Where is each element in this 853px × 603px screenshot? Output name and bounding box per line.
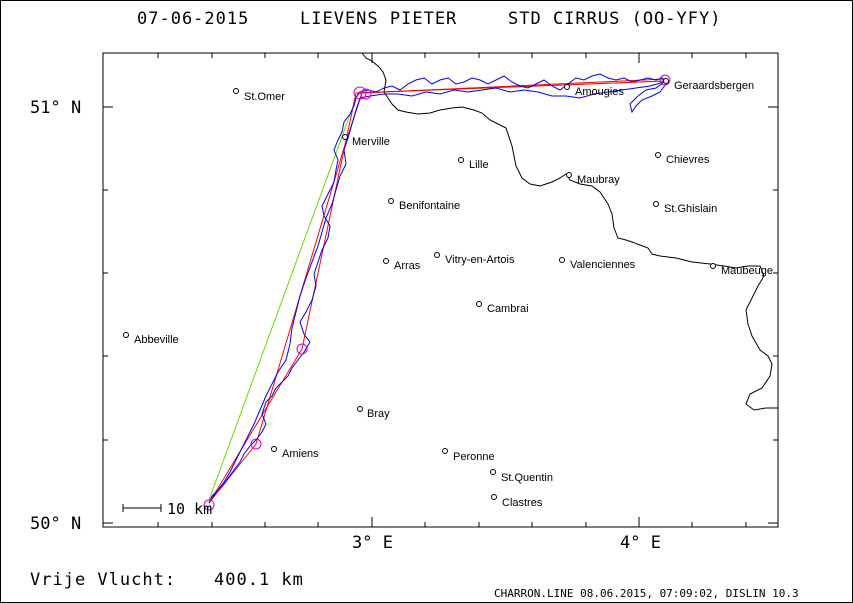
axis-ticks: [103, 53, 778, 527]
place-label: Amougies: [575, 86, 624, 98]
place-label: Abbeville: [134, 334, 179, 346]
flight-date: 07-06-2015: [137, 9, 250, 29]
lon-label-3: 3° E: [352, 533, 393, 553]
place-label: Chievres: [666, 154, 710, 166]
place-label: Arras: [394, 260, 421, 272]
distance-label: Vrije Vlucht:: [30, 570, 177, 590]
place-label: Geraardsbergen: [674, 80, 754, 92]
credit-line: CHARRON.LINE 08.06.2015, 07:09:02, DISLI…: [494, 587, 799, 600]
place-label: St.Quentin: [501, 472, 553, 484]
turnpoint-1: [250, 438, 262, 450]
distance-value: 400.1 km: [214, 570, 304, 590]
place-label: Bray: [367, 408, 390, 420]
place-label: St.Omer: [244, 91, 285, 103]
scale-bar: [122, 504, 162, 512]
task-line-red-2: [208, 78, 666, 504]
turnpoints: [203, 74, 671, 511]
lat-label-50: 50° N: [30, 514, 81, 534]
pilot-name: LIEVENS PIETER: [300, 9, 458, 29]
place-label: Peronne: [453, 451, 495, 463]
task-line-red-1: [208, 80, 666, 504]
place-label: Valenciennes: [570, 259, 636, 271]
place-label: Vitry-en-Artois: [445, 254, 515, 266]
place-label: Benifontaine: [399, 200, 460, 212]
place-markers: St.Omer Merville Lille Amougies Geraards…: [123, 78, 773, 509]
place-label: Merville: [352, 136, 390, 148]
place-label: Maubray: [577, 174, 620, 186]
place-label: Amiens: [282, 448, 319, 460]
turnpoint-2: [296, 343, 308, 355]
turnpoint-start: [203, 499, 215, 511]
turnpoint-4: [360, 88, 372, 100]
map-border: [102, 52, 779, 528]
place-label: Maubeuge: [721, 265, 773, 277]
glider-name: STD CIRRUS (OO-YFY): [508, 9, 722, 29]
place-label: Clastres: [502, 497, 543, 509]
task-line-green: [208, 80, 666, 501]
scale-bar-label: 10 km: [167, 500, 212, 518]
country-border: [361, 52, 778, 411]
turnpoint-5: [659, 74, 671, 86]
flight-track: [208, 73, 667, 504]
place-label: St.Ghislain: [664, 203, 717, 215]
turnpoint-3: [353, 86, 367, 100]
place-label: Lille: [469, 159, 489, 171]
lon-label-4: 4° E: [620, 533, 661, 553]
lat-label-51: 51° N: [30, 98, 81, 118]
place-label: Cambrai: [487, 303, 529, 315]
flight-track-return: [211, 81, 665, 499]
